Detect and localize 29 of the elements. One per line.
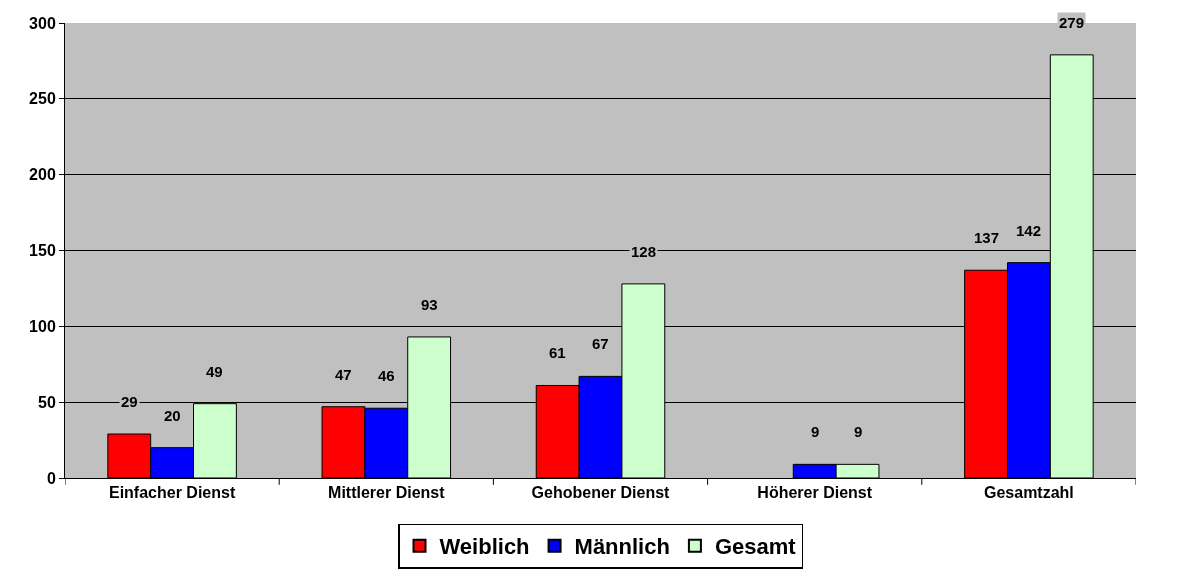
data-label: 49 [206,363,223,380]
x-tick-label: Einfacher Dienst [108,484,236,502]
legend-label: Männlich [574,534,670,560]
data-label: 61 [549,344,566,361]
data-label: 20 [164,407,181,424]
data-label: 9 [811,423,820,440]
data-label: 142 [1016,222,1042,239]
x-tick-label: Mittlerer Dienst [328,484,446,502]
legend-label: Weiblich [439,534,530,560]
y-tick-label: 150 [29,242,56,260]
legend-label: Gesamt [714,534,797,560]
y-tick-label: 250 [29,90,56,108]
data-label: 279 [1059,14,1085,31]
y-tick-label: 50 [38,393,56,411]
y-tick-label: 0 [46,469,56,487]
x-tick-label: Höherer Dienst [757,484,873,502]
data-label: 29 [121,393,138,410]
y-tick-label: 300 [29,14,56,32]
y-tick-label: 100 [29,317,56,335]
data-label: 9 [854,423,863,440]
data-label: 67 [592,335,609,352]
data-label: 128 [631,243,657,260]
data-label: 47 [335,366,352,383]
x-tick-label: Gehobener Dienst [531,484,671,502]
data-label: 93 [421,296,438,313]
y-tick-label: 200 [29,166,56,184]
data-label: 46 [378,367,395,384]
data-label: 137 [974,229,1000,246]
x-tick-label: Gesamtzahl [983,484,1074,502]
